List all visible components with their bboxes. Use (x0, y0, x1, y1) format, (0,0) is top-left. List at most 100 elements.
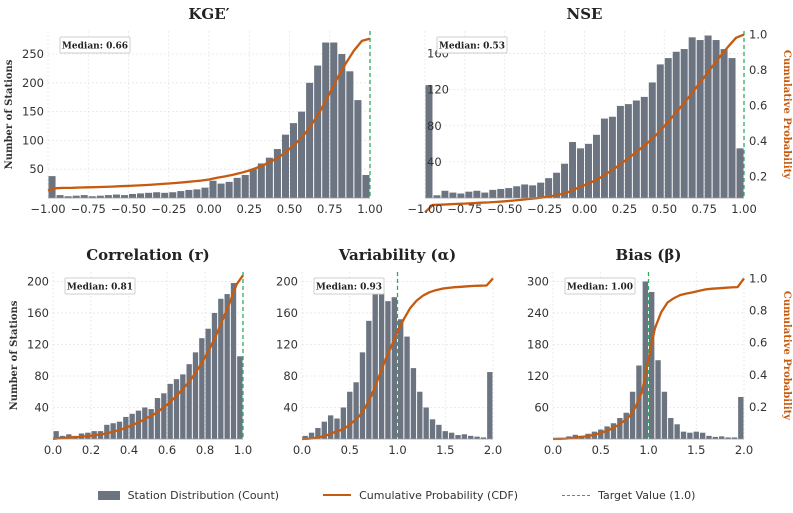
histogram-bar (308, 432, 315, 439)
histogram-bar (623, 412, 629, 439)
histogram-bar (372, 285, 378, 439)
y2-tick-label: 0.6 (749, 336, 767, 350)
histogram-bar (569, 142, 577, 198)
subplot-title: Variability (α) (338, 246, 457, 264)
histogram-bar (48, 176, 56, 198)
histogram-bar (706, 435, 712, 439)
histogram-bar (353, 382, 359, 439)
y-axis-label: Number of Stations (9, 300, 20, 410)
y2-tick-label: 0.4 (749, 368, 767, 382)
histogram-bar (617, 417, 623, 439)
histogram-bar (80, 195, 88, 198)
histogram-bar (56, 195, 64, 198)
median-badge (436, 36, 508, 54)
histogram-bar (699, 432, 706, 439)
histogram-bar (53, 431, 59, 439)
histogram-bar (487, 372, 493, 439)
y-tick-label: 300 (527, 274, 549, 288)
histogram-bar (442, 431, 448, 439)
x-tick-label: 0.8 (196, 443, 214, 457)
y2-tick-label: 0.8 (749, 304, 767, 318)
histogram-bar (104, 195, 112, 198)
figure: −1.00 −0.75 −0.50 −0.25 0.00 0.25 0.50 0.75 1.00… (4, 5, 792, 457)
y2-axis-label: Cumulative Probability (781, 50, 792, 180)
histogram-bar (241, 174, 249, 198)
histogram-bar (88, 196, 96, 198)
histogram-bar (455, 435, 461, 439)
y-tick-label: 40 (427, 155, 442, 169)
x-tick-label: 0.0 (544, 443, 562, 457)
histogram-bar (96, 195, 104, 198)
y-tick-label: 80 (427, 119, 442, 133)
histogram-bar (425, 85, 433, 198)
x-tick-label: −1.00 (30, 202, 65, 216)
cdf-line (301, 277, 494, 441)
x-tick-label: 1.00 (731, 202, 757, 216)
histogram-bar (672, 51, 680, 198)
x-tick-label: −0.50 (487, 202, 522, 216)
histogram-bar (480, 437, 487, 439)
histogram-bar (129, 413, 135, 439)
histogram-bar (120, 195, 128, 198)
histogram-bar (577, 148, 584, 198)
legend-item-station: Station Distribution (Count) (97, 488, 280, 502)
y-tick-label: 150 (22, 105, 44, 119)
median-badge (59, 36, 131, 54)
histogram-bar (693, 431, 699, 439)
histogram-bar (154, 398, 161, 439)
histogram-bar (632, 100, 640, 198)
x-tick-label: 0.5 (592, 443, 610, 457)
histogram-bar (529, 185, 537, 198)
y-tick-label: 40 (283, 400, 298, 414)
histogram-bar (185, 189, 193, 198)
histogram-bar (167, 383, 173, 439)
histogram-bar (225, 181, 233, 198)
x-tick-label: −0.25 (527, 202, 562, 216)
histogram-bar (545, 178, 553, 198)
histogram-bar (273, 149, 281, 198)
histogram-bar (104, 424, 110, 439)
x-tick-label: 0.75 (317, 202, 343, 216)
histogram-bar (457, 193, 465, 198)
histogram-bar (161, 192, 169, 198)
histogram-bar (322, 42, 330, 198)
median-badge (64, 277, 136, 295)
y2-tick-label: 1.0 (749, 271, 767, 285)
cdf-line (424, 33, 745, 214)
histogram-bar (642, 281, 648, 439)
x-tick-label: 0.2 (82, 443, 100, 457)
x-tick-label: 1.00 (357, 202, 383, 216)
histogram-bar (736, 148, 744, 198)
histogram-bar (224, 294, 230, 439)
x-tick-label: 0.00 (196, 202, 222, 216)
legend-label-station: Station Distribution (Count) (127, 488, 280, 502)
histogram-bar (598, 429, 604, 439)
histogram-bar (728, 58, 736, 198)
histogram-bar (616, 105, 624, 198)
histogram-bar (186, 364, 192, 439)
histogram-bar (636, 365, 642, 439)
histogram-bar (649, 291, 655, 439)
y-tick-label: 240 (527, 306, 549, 320)
histogram-bar (302, 435, 308, 439)
histogram-bar (257, 163, 265, 198)
histogram-bar (610, 423, 617, 439)
legend-item-cdf: Cumulative Probability (CDF) (323, 489, 518, 502)
histogram-bar (513, 186, 521, 198)
x-tick-label: 0.6 (158, 443, 176, 457)
x-tick-label: 0.4 (120, 443, 138, 457)
cdf-line (52, 274, 244, 441)
histogram-bar (265, 157, 273, 198)
histogram-bar (192, 352, 199, 439)
histogram-bar (177, 191, 185, 198)
histogram-bar (193, 189, 201, 198)
histogram-bar (640, 96, 648, 198)
histogram-bar (378, 281, 385, 439)
histogram-bar (655, 360, 661, 439)
histogram-bar (298, 111, 306, 198)
y2-tick-label: 0.2 (749, 400, 767, 414)
subplot-2: −1.00 −0.75 −0.50 −0.25 0.00 0.25 0.50 0.75 1.00… (407, 5, 792, 216)
histogram-bar (537, 182, 545, 198)
histogram-bar (112, 194, 120, 198)
histogram-bar (201, 187, 209, 198)
